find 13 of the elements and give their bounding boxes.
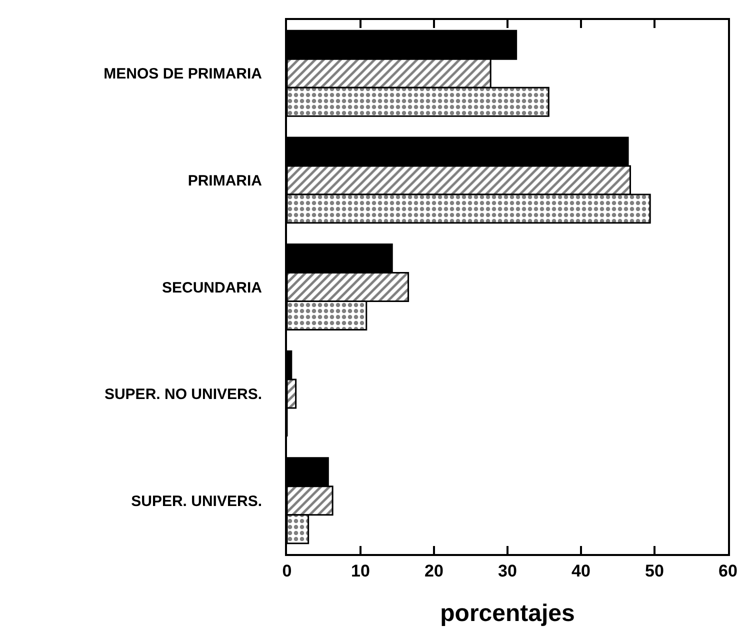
x-tick-label: 20	[424, 561, 444, 580]
x-tick-label: 30	[498, 561, 517, 580]
x-tick-label: 50	[645, 561, 664, 580]
x-tick-label: 60	[718, 561, 738, 580]
y-tick-label: MENOS DE PRIMARIA	[104, 66, 262, 83]
y-tick-label: SUPER. NO UNIVERS.	[104, 386, 262, 404]
x-tick-label: 0	[282, 561, 292, 580]
y-tick-label: SUPER. UNIVERS.	[131, 492, 262, 510]
y-tick-label: SECUNDARIA	[162, 279, 262, 296]
x-tick-label: 40	[572, 561, 590, 580]
y-tick-label: PRIMARIA	[188, 172, 262, 190]
x-tick-label: 10	[351, 561, 370, 580]
x-axis-title: porcentajes	[440, 600, 575, 628]
